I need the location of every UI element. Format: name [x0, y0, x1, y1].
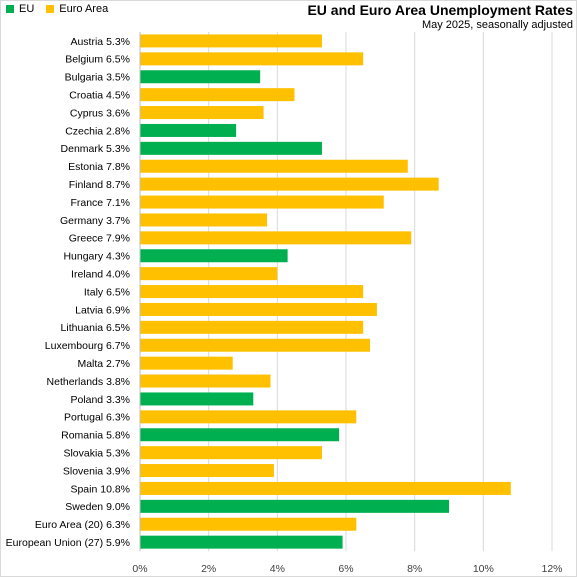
legend-swatch-euro-area [46, 5, 55, 13]
bar [140, 249, 288, 263]
category-label: Spain 10.8% [70, 483, 130, 495]
bar [140, 88, 295, 102]
x-tick-label: 6% [338, 563, 353, 575]
category-label: France 7.1% [70, 197, 130, 209]
x-tick-label: 0% [132, 563, 147, 575]
category-label: Portugal 6.3% [64, 412, 130, 424]
legend-entry-euro-area: Euro Area [46, 3, 108, 15]
category-label: Austria 5.3% [70, 36, 130, 48]
bar [140, 428, 340, 442]
legend-entry-eu: EU [6, 3, 34, 15]
category-label: Latvia 6.9% [75, 304, 130, 316]
x-tick-label: 10% [473, 563, 494, 575]
bar [140, 70, 261, 84]
bar [140, 481, 511, 495]
bar [140, 177, 439, 191]
bar [140, 141, 322, 155]
bar [140, 446, 322, 460]
x-tick-label: 2% [201, 563, 216, 575]
category-label: Poland 3.3% [70, 394, 130, 406]
category-label: Greece 7.9% [69, 233, 130, 245]
bar [140, 302, 377, 316]
bar [140, 392, 254, 406]
bar [140, 535, 343, 549]
bar [140, 52, 364, 66]
category-label: Italy 6.5% [84, 286, 130, 298]
legend-label-euro-area: Euro Area [59, 3, 109, 15]
bar [140, 338, 371, 352]
chart-subtitle: May 2025, seasonally adjusted [421, 19, 573, 31]
category-label: Netherlands 3.8% [47, 376, 130, 388]
category-label: Ireland 4.0% [71, 268, 130, 280]
bar [140, 195, 384, 209]
category-label: Bulgaria 3.5% [65, 72, 130, 84]
legend-label-eu: EU [19, 3, 35, 15]
category-label: Belgium 6.5% [65, 54, 130, 66]
bar [140, 410, 357, 424]
bar [140, 464, 274, 478]
category-label: Slovakia 5.3% [63, 447, 130, 459]
bar [140, 356, 233, 370]
category-label: Lithuania 6.5% [61, 322, 130, 334]
bar [140, 123, 237, 137]
category-label: Romania 5.8% [61, 430, 130, 442]
bar [140, 213, 268, 227]
bar [140, 285, 364, 299]
bar [140, 374, 271, 388]
category-label: Croatia 4.5% [69, 89, 130, 101]
bar [140, 159, 408, 173]
bar [140, 34, 322, 48]
x-tick-label: 8% [407, 563, 422, 575]
category-label: Finland 8.7% [69, 179, 130, 191]
bar [140, 499, 449, 513]
category-label: Germany 3.7% [60, 215, 130, 227]
legend-swatch-eu [6, 5, 14, 13]
bar [140, 517, 357, 531]
category-label: Denmark 5.3% [61, 143, 130, 155]
category-label: Sweden 9.0% [65, 501, 130, 513]
legend: EU Euro Area [6, 3, 120, 15]
bar [140, 231, 412, 245]
category-label: Estonia 7.8% [68, 161, 130, 173]
category-label: Slovenia 3.9% [63, 465, 130, 477]
category-label: Czechia 2.8% [65, 125, 130, 137]
category-label: Hungary 4.3% [63, 251, 130, 263]
bar [140, 106, 264, 120]
bar [140, 267, 278, 281]
category-label: Cyprus 3.6% [70, 107, 130, 119]
category-label: European Union (27) 5.9% [6, 537, 130, 549]
chart-title: EU and Euro Area Unemployment Rates [307, 2, 573, 18]
x-tick-label: 4% [270, 563, 285, 575]
x-tick-label: 12% [541, 563, 562, 575]
category-label: Luxembourg 6.7% [45, 340, 130, 352]
bar [140, 320, 364, 334]
category-label: Euro Area (20) 6.3% [35, 519, 130, 531]
category-label: Malta 2.7% [77, 358, 130, 370]
